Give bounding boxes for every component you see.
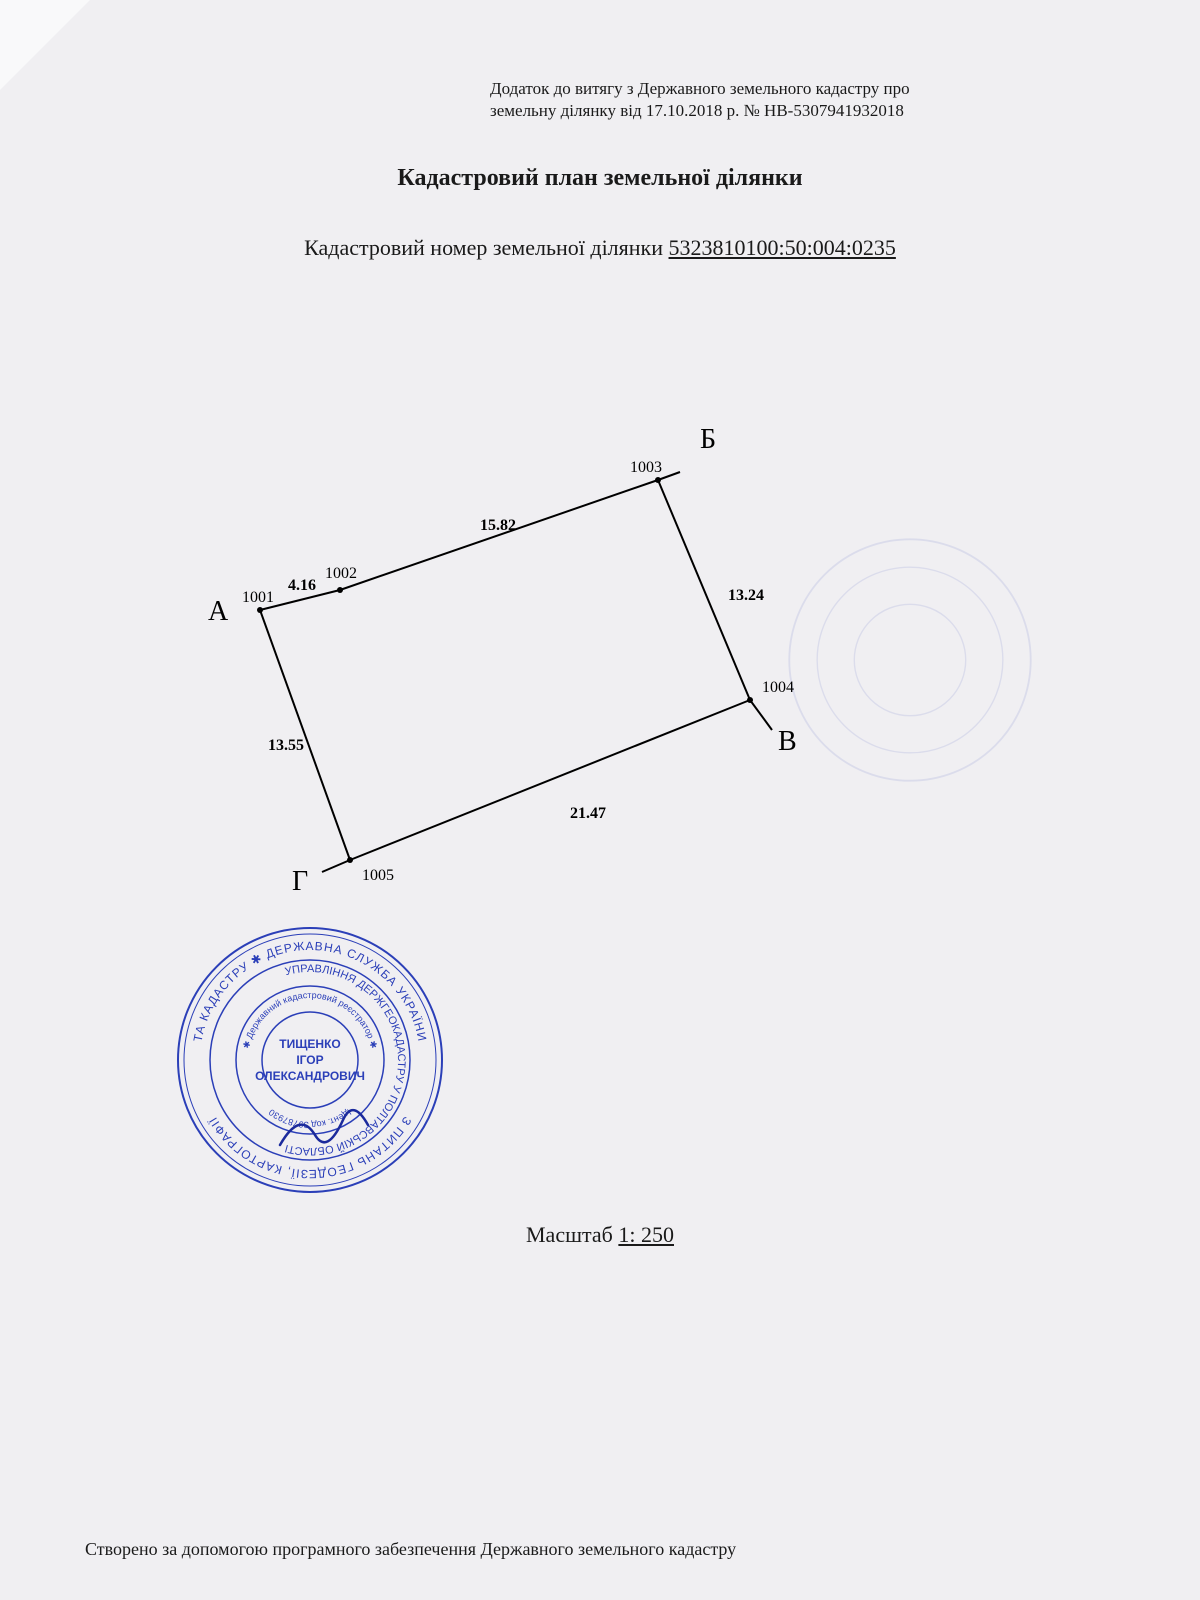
page: Додаток до витягу з Державного земельног… xyxy=(0,0,1200,1600)
edge-length: 13.24 xyxy=(728,587,764,604)
header-line2: земельну ділянку від 17.10.2018 р. № НВ-… xyxy=(490,101,904,120)
footer-note: Створено за допомогою програмного забезп… xyxy=(85,1539,736,1560)
cad-number: 5323810100:50:004:0235 xyxy=(669,235,896,260)
cadastral-number-line: Кадастровий номер земельної ділянки 5323… xyxy=(0,235,1200,261)
edge-tail xyxy=(750,700,772,730)
parcel-edge xyxy=(340,480,658,590)
scale-value: 1: 250 xyxy=(618,1222,674,1247)
edge-length: 21.47 xyxy=(570,805,606,822)
stamp-name-1: ТИЩЕНКО xyxy=(279,1037,341,1051)
parcel-edge xyxy=(260,610,350,860)
edge-length: 15.82 xyxy=(480,517,516,534)
vertex-label: Г xyxy=(292,866,308,897)
parcel-point xyxy=(747,697,753,703)
official-stamp: ТА КАДАСТРУ ✱ ДЕРЖАВНА СЛУЖБА УКРАЇНИ З … xyxy=(170,920,450,1200)
parcel-point xyxy=(347,857,353,863)
edge-length: 13.55 xyxy=(268,737,304,754)
point-number: 1004 xyxy=(762,679,794,696)
scale-label: Масштаб xyxy=(526,1222,618,1247)
stamp-name-3: ОЛЕКСАНДРОВИЧ xyxy=(255,1069,365,1083)
vertex-label: Б xyxy=(700,424,716,455)
stamp-name-2: ІГОР xyxy=(296,1053,323,1067)
parcel-point xyxy=(655,477,661,483)
point-number: 1002 xyxy=(325,565,357,582)
point-number: 1005 xyxy=(362,867,394,884)
parcel-point xyxy=(257,607,263,613)
header-annex-note: Додаток до витягу з Державного земельног… xyxy=(490,78,1050,122)
vertex-label: В xyxy=(778,726,797,757)
page-title: Кадастровий план земельної ділянки xyxy=(0,165,1200,192)
page-fold-decor xyxy=(0,0,90,90)
point-number: 1003 xyxy=(630,459,662,476)
header-line1: Додаток до витягу з Державного земельног… xyxy=(490,79,910,98)
cad-label: Кадастровий номер земельної ділянки xyxy=(304,235,668,260)
point-number: 1001 xyxy=(242,589,274,606)
edge-length: 4.16 xyxy=(288,577,316,594)
vertex-label: А xyxy=(208,596,229,627)
edge-tail xyxy=(322,860,350,872)
scale-line: Масштаб 1: 250 xyxy=(0,1222,1200,1248)
parcel-point xyxy=(337,587,343,593)
parcel-edge xyxy=(350,700,750,860)
